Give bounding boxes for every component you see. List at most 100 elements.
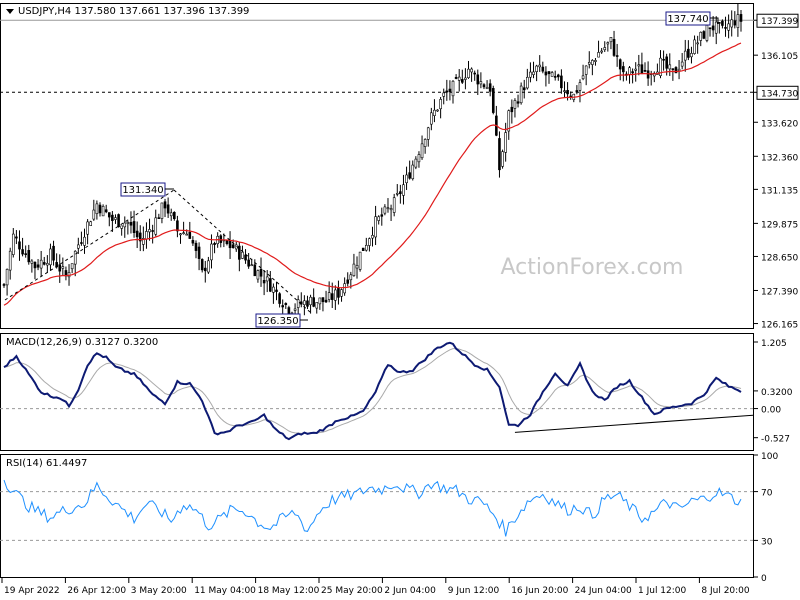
candle-body <box>714 21 718 34</box>
candle-body <box>408 172 411 179</box>
candle-body <box>727 23 730 31</box>
candle-body <box>566 90 569 95</box>
candle-body <box>145 231 148 240</box>
x-tick-label: 2 Jun 04:00 <box>384 586 436 596</box>
watermark: ActionForex.com <box>501 255 684 280</box>
candle-body <box>27 250 31 263</box>
candle-body <box>414 158 418 168</box>
candle-body <box>405 174 408 184</box>
candle-body <box>70 263 74 270</box>
candle-body <box>683 50 687 61</box>
candle-body <box>207 260 210 273</box>
candle-body <box>324 299 328 303</box>
candle-body <box>39 259 43 269</box>
candle-body <box>253 264 257 277</box>
candle-body <box>132 221 136 234</box>
moving-average-line <box>3 42 742 306</box>
candle-body <box>504 132 507 153</box>
candle-body <box>420 143 424 159</box>
candle-body <box>674 67 678 74</box>
candle-body <box>36 264 40 268</box>
candle-body <box>321 297 325 303</box>
trendline-up-dashed <box>4 189 175 301</box>
candle-body <box>154 217 158 235</box>
candle-body <box>609 37 613 43</box>
candle-body <box>160 202 164 219</box>
candle-body <box>265 276 269 282</box>
macd-signal-line <box>3 348 742 434</box>
candle-body <box>526 76 529 89</box>
candle-body <box>61 266 65 269</box>
candle-body <box>312 297 315 307</box>
candle-body <box>532 71 535 75</box>
candle-body <box>114 217 117 220</box>
candle-body <box>52 245 55 261</box>
macd-y-tick-label: 0.00 <box>761 406 781 416</box>
candle-body <box>575 90 579 93</box>
candle-body <box>30 260 34 264</box>
candle-body <box>395 192 399 195</box>
main-y-tick-label: 136.105 <box>761 52 798 62</box>
candle-body <box>42 262 46 265</box>
candle-body <box>281 305 284 308</box>
candle-body <box>296 299 300 308</box>
candle-body <box>637 64 641 67</box>
candle-body <box>529 71 532 78</box>
candle-body <box>5 269 9 286</box>
candle-body <box>538 64 542 68</box>
candle-body <box>8 250 12 271</box>
macd-support-trendline <box>514 414 754 433</box>
candle-body <box>389 208 393 211</box>
candle-body <box>197 246 201 259</box>
candle-body <box>386 207 390 210</box>
candle-body <box>584 65 588 75</box>
rsi-layer <box>0 479 754 541</box>
candle-body <box>696 42 699 45</box>
candle-body <box>640 64 644 75</box>
candle-body <box>213 243 216 245</box>
rsi-title: RSI(14) 61.4497 <box>6 458 87 469</box>
candle-body <box>597 52 600 58</box>
main-title-group: USDJPY,H4 137.580 137.661 137.396 137.39… <box>6 6 249 17</box>
macd-layer <box>0 341 754 441</box>
candle-body <box>86 221 89 235</box>
candle-body <box>284 303 288 305</box>
candle-body <box>293 308 297 311</box>
main-y-tick-label: 134.730 <box>761 89 798 99</box>
candle-body <box>21 249 24 255</box>
candle-body <box>330 293 334 300</box>
x-tick-label: 24 Jun 04:00 <box>575 586 632 596</box>
candle-body <box>98 204 102 214</box>
candle-body <box>374 216 377 238</box>
candle-body <box>464 77 467 80</box>
candle-body <box>690 53 693 58</box>
candle-body <box>550 72 554 77</box>
candle-body <box>445 90 449 93</box>
candle-body <box>269 278 272 292</box>
candle-body <box>210 243 213 261</box>
candle-body <box>430 112 433 125</box>
candle-body <box>142 238 145 245</box>
candle-body <box>349 274 353 281</box>
x-tick-label: 3 May 20:00 <box>131 586 187 596</box>
candle-body <box>482 84 486 88</box>
candle-body <box>306 300 309 307</box>
candle-body <box>15 236 18 239</box>
candle-body <box>126 222 130 224</box>
candle-body <box>83 236 86 246</box>
candle-body <box>628 67 631 75</box>
candle-body <box>668 64 672 70</box>
main-price-layer <box>0 3 754 322</box>
rsi-panel-frame <box>0 454 754 578</box>
candle-body <box>724 27 727 29</box>
candle-body <box>665 56 668 69</box>
candle-body <box>402 184 405 196</box>
candle-body <box>439 99 442 110</box>
candle-body <box>11 233 15 255</box>
candle-body <box>677 68 681 72</box>
candle-body <box>188 231 192 239</box>
main-title: USDJPY,H4 137.580 137.661 137.396 137.39… <box>18 6 249 17</box>
candle-body <box>702 31 706 39</box>
candle-body <box>166 204 170 214</box>
